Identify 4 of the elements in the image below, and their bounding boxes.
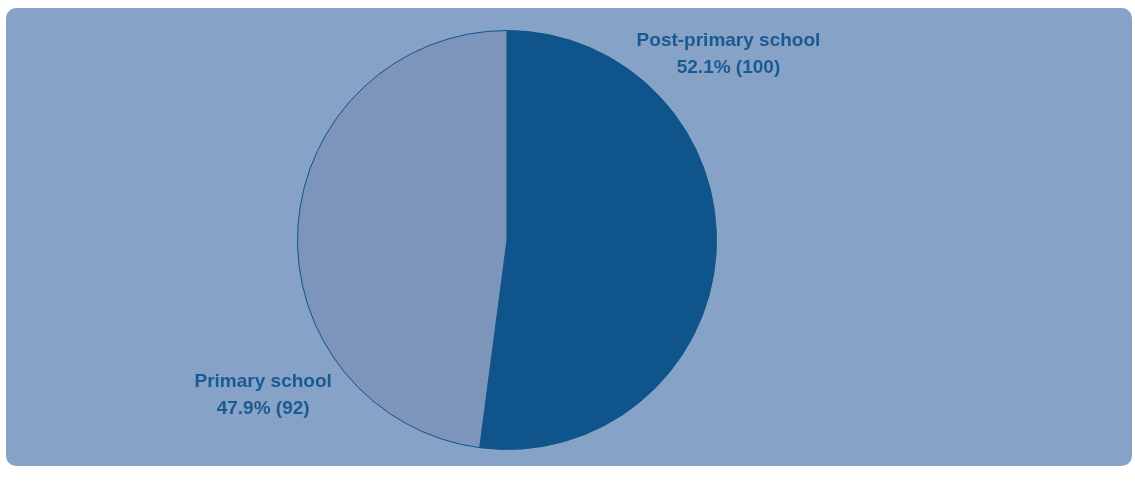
slice-label: Post-primary school <box>636 28 821 50</box>
data-label: 52.1% (100) <box>676 55 781 77</box>
slice-label: Primary school <box>194 370 332 392</box>
data-label: 47.9% (92) <box>216 397 310 419</box>
